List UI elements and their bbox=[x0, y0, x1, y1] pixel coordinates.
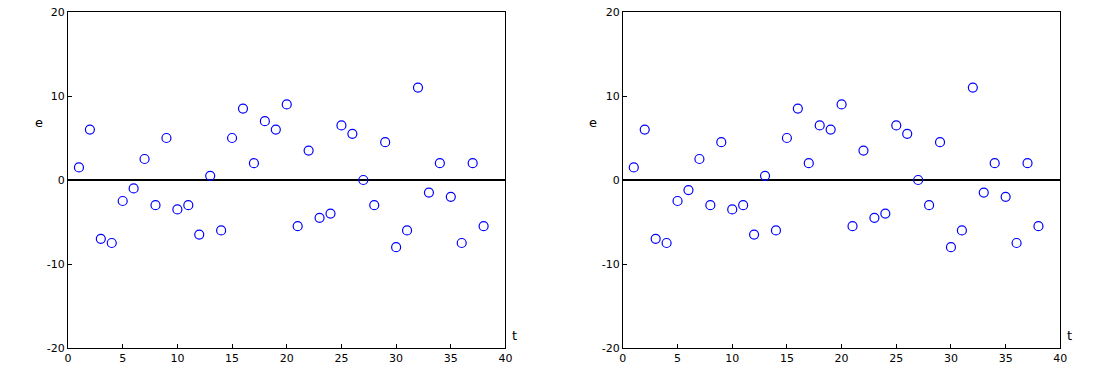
svg-text:20: 20 bbox=[835, 352, 849, 365]
svg-text:10: 10 bbox=[606, 90, 620, 103]
svg-text:20: 20 bbox=[606, 6, 620, 19]
svg-text:10: 10 bbox=[51, 90, 65, 103]
svg-text:5: 5 bbox=[119, 352, 126, 365]
svg-text:t: t bbox=[512, 328, 517, 343]
svg-text:35: 35 bbox=[999, 352, 1013, 365]
svg-text:-20: -20 bbox=[602, 342, 620, 355]
svg-text:-10: -10 bbox=[47, 258, 65, 271]
svg-text:15: 15 bbox=[225, 352, 239, 365]
svg-text:35: 35 bbox=[444, 352, 458, 365]
svg-text:-10: -10 bbox=[602, 258, 620, 271]
svg-text:25: 25 bbox=[334, 352, 348, 365]
svg-text:0: 0 bbox=[65, 352, 72, 365]
svg-text:0: 0 bbox=[613, 174, 620, 187]
svg-text:30: 30 bbox=[944, 352, 958, 365]
svg-text:15: 15 bbox=[780, 352, 794, 365]
svg-text:20: 20 bbox=[280, 352, 294, 365]
svg-text:20: 20 bbox=[51, 6, 65, 19]
svg-text:30: 30 bbox=[389, 352, 403, 365]
svg-text:40: 40 bbox=[1053, 352, 1067, 365]
svg-text:10: 10 bbox=[725, 352, 739, 365]
svg-text:5: 5 bbox=[674, 352, 681, 365]
svg-text:0: 0 bbox=[619, 352, 626, 365]
svg-text:-20: -20 bbox=[47, 342, 65, 355]
svg-text:0: 0 bbox=[58, 174, 65, 187]
svg-text:t: t bbox=[1067, 328, 1072, 343]
svg-text:25: 25 bbox=[889, 352, 903, 365]
svg-text:e: e bbox=[589, 115, 597, 130]
svg-text:e: e bbox=[35, 115, 43, 130]
svg-text:40: 40 bbox=[498, 352, 512, 365]
svg-text:10: 10 bbox=[170, 352, 184, 365]
